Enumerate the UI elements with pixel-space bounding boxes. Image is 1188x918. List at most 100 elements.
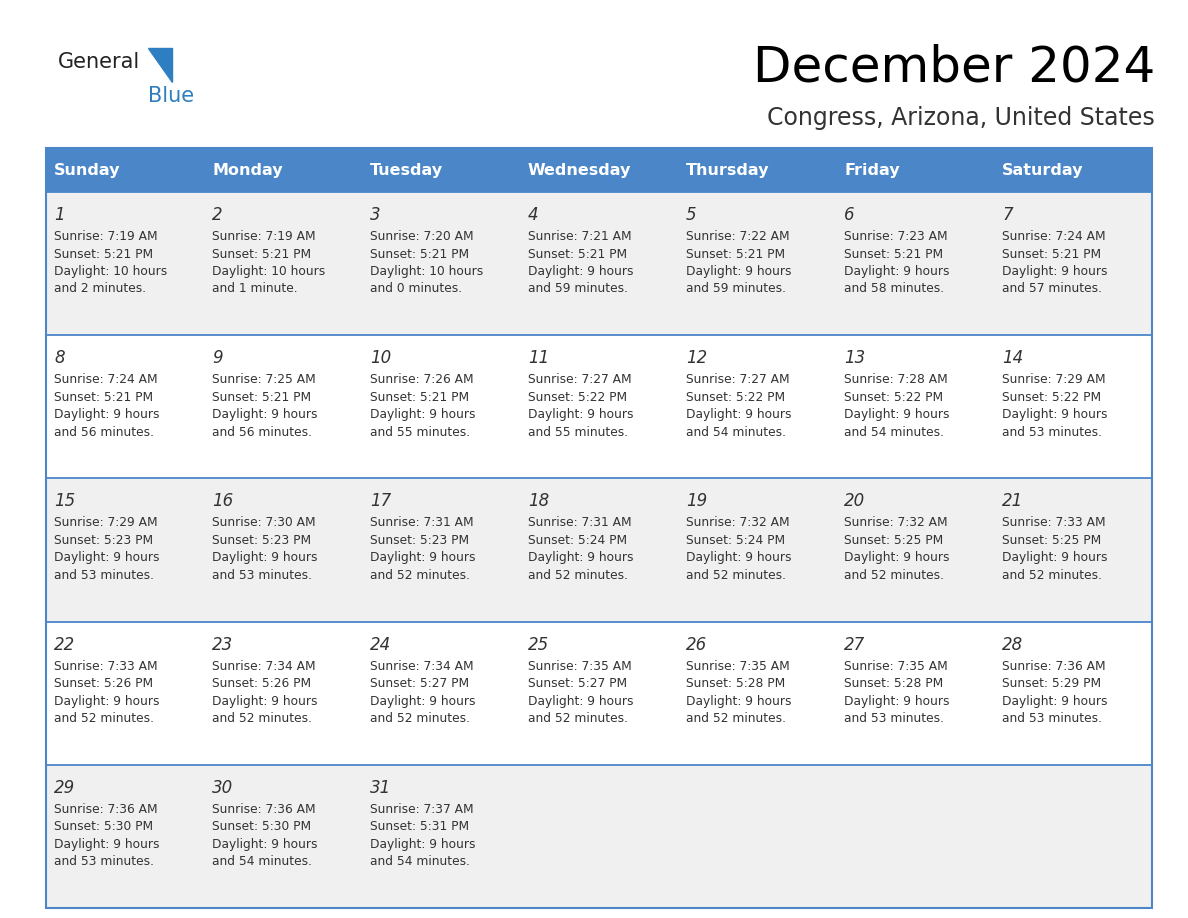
Text: Tuesday: Tuesday bbox=[369, 162, 443, 177]
Text: Sunset: 5:21 PM: Sunset: 5:21 PM bbox=[211, 248, 311, 261]
Text: Sunrise: 7:24 AM: Sunrise: 7:24 AM bbox=[53, 374, 158, 386]
Text: and 53 minutes.: and 53 minutes. bbox=[843, 712, 944, 725]
Text: Sunset: 5:25 PM: Sunset: 5:25 PM bbox=[1001, 534, 1101, 547]
Text: Sunrise: 7:23 AM: Sunrise: 7:23 AM bbox=[843, 230, 948, 243]
Text: Daylight: 9 hours: Daylight: 9 hours bbox=[53, 695, 159, 708]
Text: Sunset: 5:22 PM: Sunset: 5:22 PM bbox=[843, 391, 943, 404]
Text: Sunrise: 7:34 AM: Sunrise: 7:34 AM bbox=[369, 660, 474, 673]
Text: Sunset: 5:26 PM: Sunset: 5:26 PM bbox=[53, 677, 153, 690]
Text: Sunset: 5:24 PM: Sunset: 5:24 PM bbox=[685, 534, 785, 547]
Text: Sunrise: 7:19 AM: Sunrise: 7:19 AM bbox=[211, 230, 316, 243]
Text: Wednesday: Wednesday bbox=[527, 162, 631, 177]
Text: Sunrise: 7:35 AM: Sunrise: 7:35 AM bbox=[685, 660, 790, 673]
Text: 11: 11 bbox=[527, 349, 549, 367]
Text: and 52 minutes.: and 52 minutes. bbox=[369, 712, 470, 725]
Text: Sunrise: 7:32 AM: Sunrise: 7:32 AM bbox=[843, 517, 948, 530]
Text: and 52 minutes.: and 52 minutes. bbox=[685, 569, 786, 582]
Text: Sunset: 5:21 PM: Sunset: 5:21 PM bbox=[211, 391, 311, 404]
Text: Sunset: 5:25 PM: Sunset: 5:25 PM bbox=[843, 534, 943, 547]
Text: 20: 20 bbox=[843, 492, 865, 510]
Text: and 59 minutes.: and 59 minutes. bbox=[527, 283, 628, 296]
Bar bbox=[46, 148, 1152, 908]
Text: Sunset: 5:27 PM: Sunset: 5:27 PM bbox=[527, 677, 627, 690]
Text: Daylight: 9 hours: Daylight: 9 hours bbox=[53, 409, 159, 421]
Text: Sunrise: 7:25 AM: Sunrise: 7:25 AM bbox=[211, 374, 316, 386]
Text: 15: 15 bbox=[53, 492, 75, 510]
Bar bbox=[46, 335, 1152, 478]
Text: Sunset: 5:23 PM: Sunset: 5:23 PM bbox=[211, 534, 311, 547]
Text: Sunset: 5:21 PM: Sunset: 5:21 PM bbox=[53, 248, 153, 261]
Text: Daylight: 9 hours: Daylight: 9 hours bbox=[527, 552, 633, 565]
Text: Sunset: 5:31 PM: Sunset: 5:31 PM bbox=[369, 821, 469, 834]
Text: 26: 26 bbox=[685, 635, 707, 654]
Text: Sunset: 5:21 PM: Sunset: 5:21 PM bbox=[369, 391, 469, 404]
Text: 18: 18 bbox=[527, 492, 549, 510]
Text: Saturday: Saturday bbox=[1001, 162, 1083, 177]
Text: Daylight: 9 hours: Daylight: 9 hours bbox=[53, 838, 159, 851]
Text: Sunset: 5:30 PM: Sunset: 5:30 PM bbox=[53, 821, 153, 834]
Text: Daylight: 9 hours: Daylight: 9 hours bbox=[843, 695, 949, 708]
Text: Sunset: 5:23 PM: Sunset: 5:23 PM bbox=[369, 534, 469, 547]
Text: and 53 minutes.: and 53 minutes. bbox=[53, 856, 154, 868]
Text: 4: 4 bbox=[527, 206, 538, 224]
Text: Sunrise: 7:36 AM: Sunrise: 7:36 AM bbox=[211, 803, 316, 816]
Text: and 2 minutes.: and 2 minutes. bbox=[53, 283, 146, 296]
Text: Sunset: 5:21 PM: Sunset: 5:21 PM bbox=[53, 391, 153, 404]
Bar bbox=[46, 478, 1152, 621]
Text: 7: 7 bbox=[1001, 206, 1012, 224]
Text: 14: 14 bbox=[1001, 349, 1023, 367]
Text: Sunset: 5:22 PM: Sunset: 5:22 PM bbox=[1001, 391, 1101, 404]
Text: Sunrise: 7:36 AM: Sunrise: 7:36 AM bbox=[53, 803, 158, 816]
Text: Daylight: 9 hours: Daylight: 9 hours bbox=[685, 265, 791, 278]
Text: and 0 minutes.: and 0 minutes. bbox=[369, 283, 462, 296]
Text: 21: 21 bbox=[1001, 492, 1023, 510]
Text: 5: 5 bbox=[685, 206, 696, 224]
Text: Sunrise: 7:36 AM: Sunrise: 7:36 AM bbox=[1001, 660, 1106, 673]
Text: Daylight: 9 hours: Daylight: 9 hours bbox=[1001, 695, 1107, 708]
Text: 12: 12 bbox=[685, 349, 707, 367]
Text: 10: 10 bbox=[369, 349, 391, 367]
Polygon shape bbox=[148, 48, 172, 82]
Text: Sunrise: 7:21 AM: Sunrise: 7:21 AM bbox=[527, 230, 632, 243]
Text: Daylight: 9 hours: Daylight: 9 hours bbox=[1001, 409, 1107, 421]
Text: and 53 minutes.: and 53 minutes. bbox=[1001, 712, 1102, 725]
Text: Daylight: 9 hours: Daylight: 9 hours bbox=[369, 695, 475, 708]
Text: Daylight: 9 hours: Daylight: 9 hours bbox=[527, 695, 633, 708]
Text: and 56 minutes.: and 56 minutes. bbox=[211, 426, 312, 439]
Text: Daylight: 10 hours: Daylight: 10 hours bbox=[211, 265, 326, 278]
Text: Sunrise: 7:19 AM: Sunrise: 7:19 AM bbox=[53, 230, 158, 243]
Text: and 52 minutes.: and 52 minutes. bbox=[527, 712, 628, 725]
Text: and 52 minutes.: and 52 minutes. bbox=[527, 569, 628, 582]
Text: 19: 19 bbox=[685, 492, 707, 510]
Text: and 55 minutes.: and 55 minutes. bbox=[369, 426, 470, 439]
Text: Daylight: 9 hours: Daylight: 9 hours bbox=[527, 265, 633, 278]
Text: 25: 25 bbox=[527, 635, 549, 654]
Bar bbox=[46, 621, 1152, 765]
Text: Daylight: 10 hours: Daylight: 10 hours bbox=[369, 265, 484, 278]
Text: and 52 minutes.: and 52 minutes. bbox=[1001, 569, 1102, 582]
Bar bbox=[46, 765, 1152, 908]
Text: Thursday: Thursday bbox=[685, 162, 770, 177]
Text: and 52 minutes.: and 52 minutes. bbox=[211, 712, 312, 725]
Text: Daylight: 9 hours: Daylight: 9 hours bbox=[685, 552, 791, 565]
Bar bbox=[46, 192, 1152, 335]
Text: and 54 minutes.: and 54 minutes. bbox=[843, 426, 944, 439]
Text: Sunset: 5:24 PM: Sunset: 5:24 PM bbox=[527, 534, 627, 547]
Text: Sunrise: 7:28 AM: Sunrise: 7:28 AM bbox=[843, 374, 948, 386]
Text: Sunset: 5:22 PM: Sunset: 5:22 PM bbox=[527, 391, 627, 404]
Text: Sunset: 5:28 PM: Sunset: 5:28 PM bbox=[843, 677, 943, 690]
Text: General: General bbox=[58, 52, 140, 72]
Text: Daylight: 9 hours: Daylight: 9 hours bbox=[843, 409, 949, 421]
Text: Sunrise: 7:26 AM: Sunrise: 7:26 AM bbox=[369, 374, 474, 386]
Text: and 54 minutes.: and 54 minutes. bbox=[369, 856, 470, 868]
Text: Friday: Friday bbox=[843, 162, 899, 177]
Text: Daylight: 9 hours: Daylight: 9 hours bbox=[369, 838, 475, 851]
Text: 6: 6 bbox=[843, 206, 854, 224]
Text: 31: 31 bbox=[369, 778, 391, 797]
Text: Daylight: 9 hours: Daylight: 9 hours bbox=[211, 409, 317, 421]
Text: Daylight: 9 hours: Daylight: 9 hours bbox=[369, 409, 475, 421]
Text: Daylight: 9 hours: Daylight: 9 hours bbox=[843, 552, 949, 565]
Text: and 53 minutes.: and 53 minutes. bbox=[1001, 426, 1102, 439]
Text: Sunset: 5:23 PM: Sunset: 5:23 PM bbox=[53, 534, 153, 547]
Text: Daylight: 9 hours: Daylight: 9 hours bbox=[527, 409, 633, 421]
